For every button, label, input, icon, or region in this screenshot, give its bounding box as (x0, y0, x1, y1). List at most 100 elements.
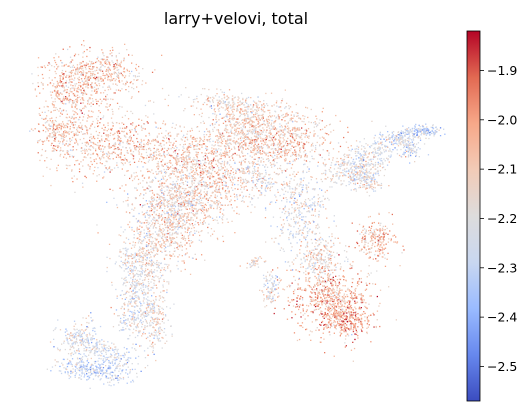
cell-point (185, 208, 187, 210)
cell-point (90, 102, 92, 104)
cell-point (152, 249, 155, 252)
cell-point (252, 151, 254, 154)
cell-point (65, 110, 67, 112)
cell-point (111, 121, 114, 124)
cell-point (37, 85, 40, 88)
cell-point (96, 92, 98, 94)
cell-point (150, 260, 152, 263)
cell-point (106, 103, 108, 105)
cell-point (120, 256, 122, 258)
cell-point (211, 166, 213, 168)
cell-point (167, 227, 169, 229)
cell-point (261, 138, 263, 140)
cell-point (174, 226, 177, 228)
cell-point (156, 263, 158, 266)
cell-point (126, 140, 128, 143)
cell-point (236, 196, 238, 198)
cell-point (144, 268, 147, 270)
cell-point (191, 209, 194, 211)
cell-point (212, 96, 214, 98)
cell-point (62, 140, 64, 142)
cell-point (155, 171, 157, 173)
cell-point (113, 78, 115, 80)
cell-point (161, 182, 164, 184)
cell-point (236, 154, 238, 156)
cell-point (321, 156, 323, 159)
cell-point (131, 254, 133, 256)
cell-point (45, 118, 47, 120)
cell-point (73, 118, 75, 120)
cell-point (202, 177, 204, 179)
cell-point (247, 130, 249, 132)
cell-point (139, 278, 141, 280)
cell-point (251, 111, 253, 114)
cell-point (230, 107, 232, 109)
cell-point (204, 185, 207, 187)
cell-point (140, 146, 143, 148)
cell-point (164, 299, 166, 302)
cell-point (237, 138, 240, 140)
cell-point (80, 85, 82, 87)
cell-point (321, 143, 323, 145)
cell-point (170, 155, 172, 158)
cell-point (225, 126, 227, 128)
cell-point (273, 135, 275, 138)
cell-point (155, 275, 157, 277)
cell-point (154, 151, 156, 153)
cell-point (315, 148, 317, 151)
cell-point (128, 85, 130, 88)
cell-point (162, 216, 164, 219)
cell-point (177, 268, 179, 270)
cell-point (119, 249, 121, 251)
cell-point (138, 283, 140, 285)
cell-point (124, 247, 126, 250)
cell-point (187, 226, 189, 228)
cell-point (87, 83, 89, 85)
cell-point (243, 181, 245, 183)
cell-point (61, 62, 63, 64)
cell-point (146, 121, 148, 123)
cell-point (217, 171, 219, 173)
cell-point (117, 89, 120, 91)
cell-point (255, 102, 257, 104)
cell-point (122, 231, 125, 233)
cell-point (273, 142, 275, 144)
cell-point (141, 226, 143, 228)
cell-point (219, 136, 221, 138)
cell-point (256, 139, 258, 141)
cell-point (228, 89, 231, 91)
cell-point (130, 123, 132, 125)
cell-point (183, 158, 185, 160)
cell-point (192, 257, 194, 259)
cell-point (167, 245, 169, 247)
cell-point (230, 104, 232, 106)
cell-point (145, 235, 147, 237)
cell-point (302, 115, 304, 117)
cell-point (81, 124, 83, 127)
cell-point (175, 190, 177, 192)
cell-point (151, 197, 153, 200)
cell-point (273, 104, 275, 106)
cell-point (49, 136, 51, 138)
cell-point (163, 154, 166, 157)
cell-point (156, 163, 158, 165)
cell-point (71, 78, 73, 80)
cell-point (215, 149, 217, 151)
cell-point (224, 145, 227, 147)
cell-point (271, 143, 273, 145)
cell-point (67, 65, 69, 67)
cell-point (77, 91, 79, 93)
cell-point (232, 105, 234, 107)
cell-point (150, 243, 153, 245)
cell-point (186, 167, 188, 169)
cell-point (295, 145, 297, 148)
cell-point (186, 231, 188, 234)
cell-point (271, 119, 273, 122)
cell-point (250, 151, 252, 153)
cell-point (238, 97, 240, 99)
cell-point (214, 196, 216, 198)
cell-point (129, 161, 131, 163)
cell-point (105, 160, 107, 162)
cell-point (142, 250, 144, 252)
cell-point (82, 107, 84, 110)
